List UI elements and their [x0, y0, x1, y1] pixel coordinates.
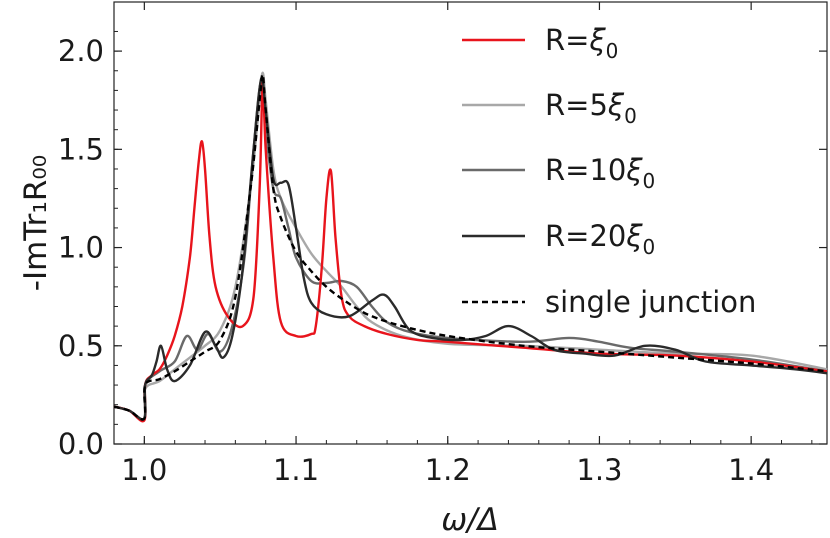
series-line-3 [113, 76, 828, 421]
series-line-2 [113, 79, 828, 421]
y-tick-label: 2.0 [58, 34, 104, 68]
series-line-1 [113, 71, 828, 421]
y-tick-label: 0.5 [58, 329, 104, 363]
legend-label: R=10ξ0 [545, 153, 655, 193]
y-tick-label: 1.5 [58, 132, 104, 166]
legend-label: R=20ξ0 [545, 219, 655, 259]
y-tick-label: 0.0 [58, 427, 104, 461]
y-tick-label: 1.0 [58, 231, 104, 265]
series-line-4 [113, 73, 828, 421]
legend-label: single junction [545, 285, 756, 319]
x-tick-label: 1.2 [425, 453, 471, 487]
plot-frame [113, 1, 828, 445]
series-layer [113, 71, 828, 423]
legend: R=ξ0 R=5ξ0 R=10ξ0 R=20ξ0 single junction [462, 23, 756, 319]
x-tick-label: 1.1 [273, 453, 319, 487]
x-axis-label: ω/Δ [441, 502, 499, 538]
x-tick-label: 1.4 [728, 453, 774, 487]
series-line-0 [113, 80, 828, 423]
legend-label: R=ξ0 [545, 23, 618, 63]
y-axis-label: -ImTr₁R₀₀ [18, 155, 54, 291]
x-tick-label: 1.3 [576, 453, 622, 487]
x-tick-label: 1.0 [121, 453, 167, 487]
ticks-layer: 1.0 1.1 1.2 1.3 1.4 0.0 0.5 1.0 1.5 2.0 [58, 2, 827, 487]
legend-label: R=5ξ0 [545, 88, 637, 128]
